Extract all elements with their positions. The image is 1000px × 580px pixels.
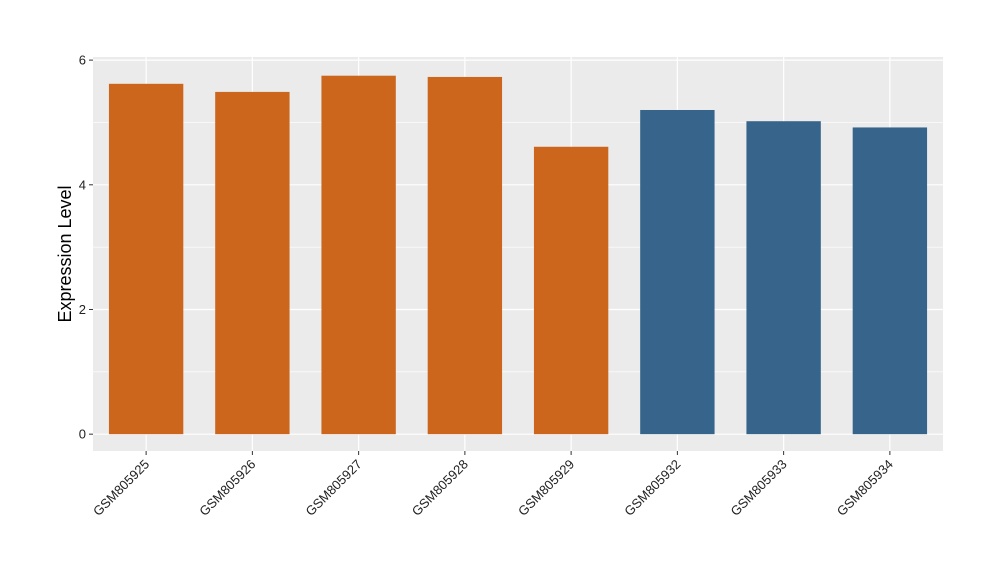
bar-GSM805927 <box>321 75 396 435</box>
bar-GSM805934 <box>852 127 928 435</box>
x-tick-label: GSM805932 <box>621 457 683 519</box>
y-axis-title: Expression Level <box>55 185 75 322</box>
bar-GSM805933 <box>746 121 821 435</box>
x-tick-label: GSM805934 <box>834 457 896 519</box>
bar-GSM805929 <box>533 146 609 435</box>
x-tick-label: GSM805925 <box>90 457 152 519</box>
y-tick-label: 6 <box>79 53 86 68</box>
bar-GSM805928 <box>427 76 503 435</box>
x-tick-label: GSM805928 <box>409 457 471 519</box>
x-tick-label: GSM805927 <box>303 457 365 519</box>
bar-GSM805932 <box>640 109 715 435</box>
y-tick-label: 2 <box>79 302 86 317</box>
bar-GSM805925 <box>108 83 184 435</box>
x-tick-label: GSM805929 <box>515 457 577 519</box>
y-tick-label: 0 <box>79 427 86 442</box>
x-tick-label: GSM805926 <box>196 457 258 519</box>
x-axis: GSM805925 GSM805926 GSM805927 GSM805928 GSM8… <box>90 451 896 519</box>
y-axis: 0 2 4 6 <box>79 53 93 442</box>
x-tick-label: GSM805933 <box>728 457 790 519</box>
bar-GSM805926 <box>215 91 290 435</box>
bars <box>108 75 928 435</box>
y-tick-label: 4 <box>79 177 86 192</box>
